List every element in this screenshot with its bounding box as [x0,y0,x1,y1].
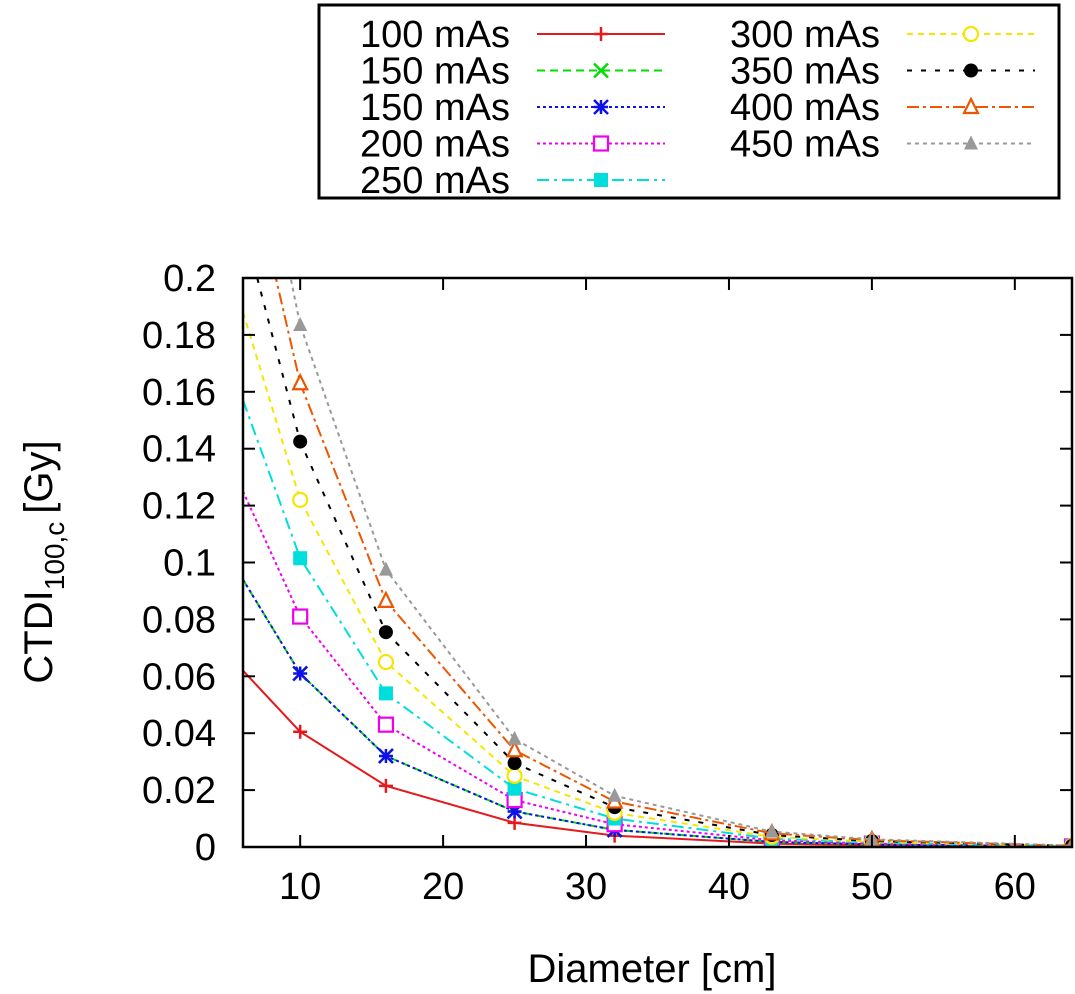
legend-marker [962,25,980,43]
y-tick-label: 0.06 [142,656,216,698]
legend-entry: 250 mAs [360,160,665,202]
y-axis-label: CTDI100,c [Gy] [17,440,70,683]
data-point [378,748,394,764]
y-tick-label: 0.2 [163,258,216,300]
y-tick-label: 0.16 [142,372,216,414]
data-point [378,625,393,640]
series-line-4 [243,490,1072,847]
series-line-7 [256,278,1072,847]
data-point [292,491,309,509]
y-tick-label: 0.14 [142,429,216,471]
legend-entry: 400 mAs [730,87,1035,129]
y-tick-label: 0 [195,827,216,869]
data-point [292,608,309,625]
data-point [378,778,393,793]
y-tick-label: 0.12 [142,486,216,528]
legend-label: 350 mAs [730,51,880,93]
legend-entry: 350 mAs [730,51,1035,93]
series-1 [243,669,1072,847]
x-tick-label: 40 [708,866,750,908]
series-line-5 [243,399,1072,847]
data-point [293,316,308,331]
series-2 [243,579,1072,847]
legend-marker [593,62,609,79]
data-point [506,767,523,784]
y-tick-label: 0.18 [142,315,216,357]
x-tick-label: 50 [851,866,893,908]
legend-marker [964,63,978,78]
plot-frame [241,276,1074,849]
data-point [291,372,309,391]
legend-marker [593,99,609,115]
x-tick-label: 20 [422,866,464,908]
series-line-9 [289,278,1072,847]
series-6 [243,311,1072,847]
series-line-6 [243,311,1072,847]
ticks: 10 20 30 40 50 60 0 0.02 0.04 0.06 0.08 0.1 0.12 0.14… [142,258,1072,908]
x-tick-label: 30 [565,866,607,908]
data-point [505,739,524,758]
y-tick-label: 0.08 [142,599,216,641]
series-line-3 [243,579,1072,847]
legend-entry: 150 mAs [360,87,665,129]
series-5 [243,399,1072,847]
x-tick-label: 10 [279,866,321,908]
legend-label: 300 mAs [730,14,880,56]
data-point [293,724,308,739]
legend-marker [964,135,978,150]
data-point [292,665,309,682]
data-point [507,781,522,796]
data-point [378,686,393,701]
data-point [764,823,779,838]
series-line-2 [243,579,1072,847]
legend-label: 400 mAs [730,87,880,129]
legend-label: 450 mAs [730,124,880,166]
data-point [507,730,522,745]
y-axis-label-sub: 100,c [39,522,70,591]
legend-entry: 450 mAs [730,124,1035,166]
data-point [506,803,523,820]
series-4 [243,490,1072,847]
legend-label: 150 mAs [360,87,510,129]
series-layer [243,278,1072,847]
y-tick-label: 0.1 [163,543,216,585]
legend-entry: 300 mAs [730,14,1035,56]
x-tick-label: 60 [994,866,1036,908]
data-point [293,551,308,566]
data-point [293,434,308,449]
data-point [377,716,395,733]
data-point [377,653,395,671]
legend-label: 250 mAs [360,160,510,202]
legend-marker [594,27,608,41]
legend-box [317,3,1061,200]
series-7 [256,278,1072,847]
series-line-1 [243,669,1072,847]
legend-label: 150 mAs [360,51,510,93]
series-line-8 [274,278,1072,847]
legend-entry: 100 mAs [360,14,665,56]
legend-marker [594,173,608,187]
series-8 [274,278,1072,847]
legend-marker [962,96,980,115]
legend-entry: 150 mAs [360,51,665,93]
y-axis-label-main: CTDI [17,590,61,683]
x-axis-label: Diameter [cm] [528,947,777,991]
series-3 [243,579,1072,847]
data-point [607,787,622,802]
y-tick-label: 0.02 [142,770,216,812]
data-point [378,561,393,576]
legend-label: 100 mAs [360,14,510,56]
legend-entry: 200 mAs [360,124,665,166]
y-axis-label-unit: [Gy] [17,440,61,513]
data-point [507,756,522,771]
legend-label: 200 mAs [360,124,510,166]
legend-marker [592,135,610,152]
y-tick-label: 0.04 [142,713,216,755]
data-point [377,590,395,609]
